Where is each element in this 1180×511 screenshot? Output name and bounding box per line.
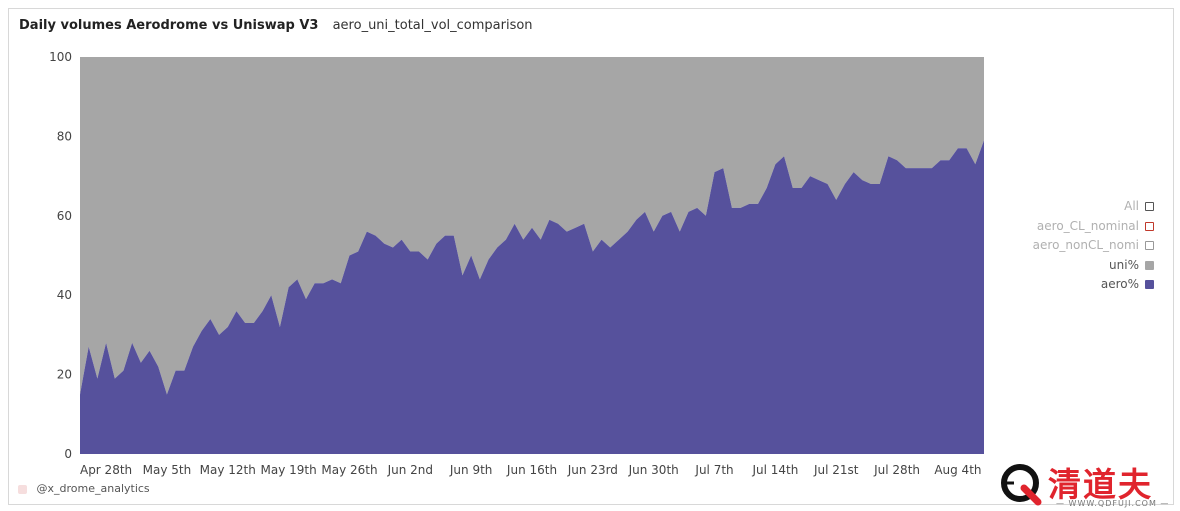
legend-swatch-icon [1145, 260, 1154, 270]
brand-logo-icon [1001, 464, 1042, 506]
legend-item[interactable]: uni% [1033, 256, 1154, 276]
y-tick-label: 40 [57, 288, 72, 302]
x-tick-label: Apr 28th [80, 463, 132, 477]
x-tick-label: Jun 30th [628, 463, 679, 477]
series-uni-area [80, 57, 984, 395]
x-tick-label: May 12th [200, 463, 256, 477]
legend-item[interactable]: aero% [1033, 275, 1154, 295]
x-tick-label: May 19th [261, 463, 317, 477]
legend-item[interactable]: aero_CL_nominal [1033, 217, 1154, 237]
x-tick-label: Jun 23rd [567, 463, 618, 477]
x-tick-label: Jul 28th [873, 463, 920, 477]
x-tick-label: May 26th [321, 463, 377, 477]
x-tick-label: Jun 16th [506, 463, 557, 477]
legend-swatch-icon [1145, 202, 1154, 212]
y-tick-label: 0 [64, 447, 72, 461]
y-tick-label: 20 [57, 368, 72, 382]
series-aero-area [80, 140, 984, 454]
x-tick-label: Jul 21st [813, 463, 859, 477]
x-tick-label: Jun 9th [449, 463, 493, 477]
watermark-label: @x_drome_analytics [36, 482, 150, 495]
chart-title: Daily volumes Aerodrome vs Uniswap V3 [19, 18, 319, 33]
watermark-icon [18, 484, 27, 494]
query-name: aero_uni_total_vol_comparison [332, 18, 533, 33]
x-tick-label: May 5th [143, 463, 192, 477]
legend-swatch-icon [1145, 221, 1154, 231]
legend-label: All [1124, 199, 1139, 213]
x-tick-label: Aug 4th [934, 463, 981, 477]
y-tick-label: 80 [57, 129, 72, 143]
y-tick-label: 60 [57, 209, 72, 223]
chart-legend: All aero_CL_nominal aero_nonCL_nomi uni% aer… [1033, 197, 1154, 295]
legend-item[interactable]: aero_nonCL_nomi [1033, 236, 1154, 256]
legend-item[interactable]: All [1033, 197, 1154, 217]
brand-name: 清道夫 [1048, 465, 1153, 504]
legend-label: aero_nonCL_nomi [1032, 238, 1139, 252]
y-tick-label: 100 [49, 50, 72, 64]
x-tick-label: Jun 2nd [387, 463, 433, 477]
legend-label: aero_CL_nominal [1036, 218, 1139, 233]
brand-url: — WWW.QDFUJI.COM — [1056, 499, 1170, 508]
legend-label: aero% [1100, 277, 1139, 291]
legend-swatch-icon [1145, 241, 1154, 251]
legend-label: uni% [1109, 257, 1139, 272]
x-tick-label: Jul 14th [751, 463, 798, 477]
chart-header: Daily volumes Aerodrome vs Uniswap V3 ae… [19, 18, 533, 33]
watermark: @x_drome_analytics [18, 482, 150, 495]
x-tick-label: Jul 7th [694, 463, 733, 477]
brand-stamp: 清道夫 — WWW.QDFUJI.COM — [1000, 460, 1178, 510]
legend-swatch-icon [1145, 280, 1154, 290]
